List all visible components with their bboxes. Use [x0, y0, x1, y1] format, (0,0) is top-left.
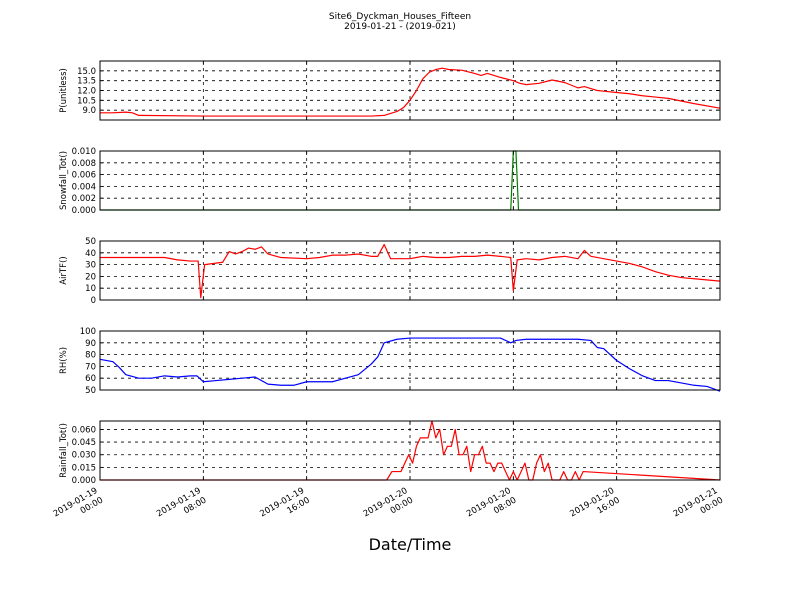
y-tick-label: 12.0 — [77, 87, 96, 97]
y-tick-label: 15.0 — [77, 67, 96, 77]
y-axis-label: AirTF() — [59, 256, 69, 284]
y-tick-label: 0.060 — [72, 425, 96, 435]
y-tick-label: 40 — [85, 249, 96, 259]
y-tick-label: 50 — [85, 237, 96, 247]
chart-subtitle: 2019-01-21 - (2019-021) — [344, 22, 456, 32]
panel-0: 9.010.512.013.515.0 P(unitless) — [59, 60, 721, 121]
y-tick-label: 13.5 — [77, 77, 96, 87]
y-tick-label: 0 — [91, 296, 96, 306]
y-tick-label: 70 — [85, 362, 96, 372]
panels: 9.010.512.013.515.0 P(unitless) 0.000 0.002… — [59, 60, 721, 486]
y-tick-label: 60 — [85, 374, 96, 384]
y-axis-label: P(unitless) — [59, 68, 69, 113]
y-tick-label: 0.000 — [72, 476, 96, 486]
series-line — [100, 67, 721, 117]
y-tick-label: 0.004 — [72, 182, 96, 192]
y-tick-label: 10.5 — [77, 96, 96, 106]
y-tick-label: 20 — [85, 272, 96, 282]
y-axis-label: Snowfall_Tot() — [59, 151, 69, 210]
y-tick-label: 80 — [85, 351, 96, 361]
y-axis-label: RH(%) — [59, 347, 69, 374]
y-tick-label: 0.006 — [72, 171, 96, 181]
series-line — [100, 243, 721, 299]
y-tick-label: 100 — [80, 327, 96, 337]
y-tick-label: 90 — [85, 339, 96, 349]
chart-title: Site6_Dyckman_Houses_Fifteen — [329, 12, 471, 22]
y-tick-label: 30 — [85, 261, 96, 271]
y-tick-label: 0.002 — [72, 194, 96, 204]
y-axis-label: Rainfall_Tot() — [59, 423, 69, 478]
y-tick-label: 0.008 — [72, 159, 96, 169]
y-tick-label: 10 — [85, 284, 96, 294]
series-line — [99, 337, 721, 392]
y-tick-label: 9.0 — [82, 106, 96, 116]
y-tick-label: 0.030 — [72, 451, 96, 461]
y-tick-label: 0.000 — [72, 206, 96, 216]
y-tick-label: 0.010 — [72, 147, 96, 157]
y-tick-label: 50 — [85, 386, 96, 396]
y-tick-label: 0.045 — [72, 438, 96, 448]
y-tick-label: 0.015 — [72, 463, 96, 473]
x-axis-label: Date/Time — [369, 535, 452, 554]
